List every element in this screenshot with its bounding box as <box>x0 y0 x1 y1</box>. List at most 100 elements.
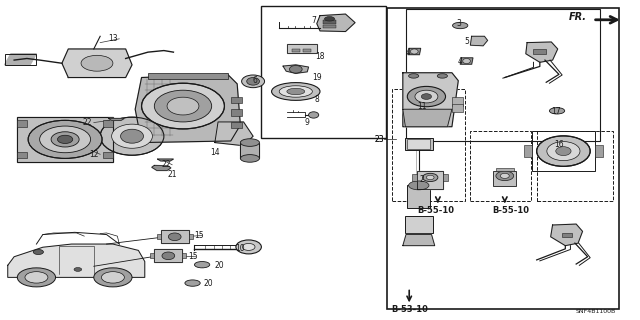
Bar <box>404 138 433 150</box>
Ellipse shape <box>101 272 124 283</box>
Ellipse shape <box>241 155 259 162</box>
Bar <box>4 54 36 65</box>
Polygon shape <box>135 74 241 142</box>
Bar <box>161 230 189 243</box>
Bar <box>323 20 336 24</box>
Ellipse shape <box>246 77 259 85</box>
Text: SNF4B1100B: SNF4B1100B <box>576 309 616 314</box>
Bar <box>387 8 620 309</box>
Polygon shape <box>287 44 317 53</box>
Bar <box>534 49 546 54</box>
Ellipse shape <box>168 233 181 241</box>
Ellipse shape <box>236 240 261 254</box>
Ellipse shape <box>408 181 429 190</box>
Ellipse shape <box>195 261 210 268</box>
Ellipse shape <box>437 74 447 78</box>
Bar <box>470 132 531 201</box>
Ellipse shape <box>28 120 102 158</box>
Ellipse shape <box>500 173 509 178</box>
Polygon shape <box>215 122 253 146</box>
Text: 8: 8 <box>314 95 319 104</box>
Bar <box>443 174 448 180</box>
Ellipse shape <box>25 272 48 283</box>
Bar <box>452 104 463 112</box>
Ellipse shape <box>243 244 255 251</box>
Ellipse shape <box>452 22 468 29</box>
Text: 12: 12 <box>89 150 99 159</box>
Text: 4: 4 <box>458 57 463 66</box>
Text: 23: 23 <box>374 135 384 144</box>
Text: 22: 22 <box>161 160 170 169</box>
Bar <box>407 139 430 149</box>
Bar <box>392 89 465 201</box>
Bar <box>323 26 336 28</box>
Bar <box>231 97 243 103</box>
Bar <box>292 49 300 52</box>
Ellipse shape <box>162 252 175 260</box>
Bar <box>493 171 516 186</box>
Bar <box>595 145 603 157</box>
Polygon shape <box>317 14 355 32</box>
Text: 16: 16 <box>554 140 564 149</box>
Polygon shape <box>403 235 435 246</box>
Bar <box>407 185 430 208</box>
Ellipse shape <box>308 112 319 118</box>
Ellipse shape <box>74 268 82 271</box>
Text: 17: 17 <box>551 107 561 116</box>
Bar <box>148 73 228 79</box>
Polygon shape <box>417 171 443 188</box>
Text: 21: 21 <box>168 170 177 179</box>
Bar <box>524 145 532 157</box>
Polygon shape <box>550 224 582 246</box>
Text: 15: 15 <box>194 231 204 240</box>
Bar <box>103 120 113 127</box>
Ellipse shape <box>100 117 164 155</box>
Ellipse shape <box>241 139 259 146</box>
Bar <box>17 120 27 127</box>
Polygon shape <box>157 159 173 161</box>
Bar <box>287 44 317 53</box>
Text: 14: 14 <box>210 148 220 156</box>
Bar <box>452 97 463 106</box>
Polygon shape <box>403 73 458 127</box>
Polygon shape <box>152 165 171 171</box>
Bar <box>412 174 417 180</box>
Text: 9: 9 <box>305 118 310 127</box>
Text: 5: 5 <box>464 37 469 46</box>
Bar <box>231 122 243 128</box>
Bar <box>406 9 600 141</box>
Text: 10: 10 <box>236 244 245 253</box>
Ellipse shape <box>33 250 44 254</box>
Ellipse shape <box>549 108 564 114</box>
Text: 20: 20 <box>204 279 213 288</box>
Polygon shape <box>408 48 420 55</box>
Polygon shape <box>161 230 189 243</box>
Bar <box>562 233 572 237</box>
Text: 15: 15 <box>188 252 197 261</box>
Bar <box>496 168 514 171</box>
Ellipse shape <box>279 86 312 97</box>
Ellipse shape <box>58 135 73 143</box>
Polygon shape <box>470 36 488 46</box>
Ellipse shape <box>426 175 434 180</box>
Polygon shape <box>283 65 308 73</box>
Text: B-55-10: B-55-10 <box>493 206 530 215</box>
Text: B-53-10: B-53-10 <box>391 305 428 314</box>
Ellipse shape <box>289 66 302 73</box>
Bar <box>532 132 595 171</box>
Polygon shape <box>241 142 259 158</box>
Bar <box>103 152 113 158</box>
Ellipse shape <box>415 90 438 103</box>
Bar <box>231 109 243 116</box>
Text: 13: 13 <box>108 34 118 43</box>
Bar <box>537 132 613 201</box>
Text: 22: 22 <box>83 118 92 127</box>
Polygon shape <box>460 58 473 64</box>
Ellipse shape <box>17 268 56 287</box>
Ellipse shape <box>154 90 212 122</box>
Polygon shape <box>108 118 124 120</box>
Ellipse shape <box>51 132 79 147</box>
Bar <box>17 117 113 162</box>
Text: 2: 2 <box>420 174 424 184</box>
Bar <box>17 152 27 158</box>
